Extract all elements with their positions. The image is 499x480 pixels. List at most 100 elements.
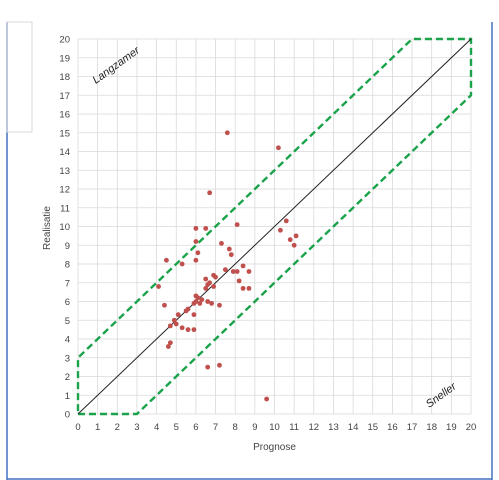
data-point [183, 308, 189, 314]
y-tick-label: 7 [65, 278, 70, 289]
data-point [162, 302, 167, 308]
y-tick-label: 8 [65, 260, 70, 271]
y-tick-label: 3 [65, 353, 70, 364]
data-point [236, 278, 242, 284]
data-point [164, 257, 169, 263]
diagonal-line [77, 38, 472, 415]
data-point [240, 285, 246, 291]
x-tick-label: 8 [233, 422, 238, 433]
x-tick-label: 2 [115, 422, 120, 433]
y-tick-label: 5 [65, 316, 70, 327]
x-tick-label: 16 [387, 422, 398, 433]
x-tick-label: 20 [466, 422, 477, 433]
x-tick-label: 4 [154, 422, 159, 433]
x-tick-label: 1 [95, 422, 100, 433]
y-tick-label: 10 [59, 222, 70, 233]
x-tick-label: 10 [269, 422, 280, 433]
x-tick-label: 6 [193, 422, 198, 433]
data-point [191, 300, 197, 306]
y-tick-label: 1 [65, 391, 70, 402]
y-tick-label: 11 [60, 203, 70, 214]
x-tick-labels: 0 1 2 3 4 5 6 7 8 9 10 11 12 13 14 15 16 17 18 19 20 [75, 422, 476, 433]
data-point [246, 285, 252, 291]
data-point [217, 302, 222, 308]
data-point [175, 312, 181, 318]
x-tick-label: 0 [75, 422, 80, 433]
x-tick-label: 7 [213, 422, 218, 433]
data-point [165, 344, 171, 349]
data-point [179, 261, 185, 267]
x-tick-label: 5 [174, 422, 179, 433]
data-point [234, 269, 240, 274]
y-tick-label: 4 [65, 335, 70, 346]
data-point [219, 240, 224, 246]
data-point [277, 227, 283, 233]
y-tick-label: 13 [59, 166, 70, 177]
x-tick-label: 19 [446, 422, 457, 433]
data-point [276, 145, 281, 151]
y-tick-label: 12 [59, 185, 70, 196]
data-point [228, 252, 234, 258]
data-point [234, 222, 240, 228]
x-axis-title: Prognose [253, 442, 296, 453]
data-point [230, 269, 236, 274]
data-point [283, 218, 289, 224]
data-point [293, 233, 299, 239]
data-points [156, 130, 299, 402]
data-point [209, 300, 215, 306]
data-point [203, 225, 209, 231]
data-point [205, 364, 211, 370]
data-point [156, 284, 161, 289]
data-point [191, 327, 197, 333]
y-axis-title: Realisatie [42, 206, 53, 250]
data-point [173, 321, 179, 327]
y-tick-label: 19 [59, 53, 70, 64]
data-point [197, 300, 203, 306]
y-tick-label: 6 [65, 297, 70, 308]
y-tick-label: 20 [59, 35, 70, 46]
y-tick-label: 9 [65, 241, 70, 252]
data-point [224, 130, 230, 136]
y-tick-label: 15 [59, 128, 70, 139]
data-point [264, 396, 270, 402]
data-point [203, 276, 209, 282]
y-tick-label: 14 [59, 147, 70, 158]
data-point [205, 282, 211, 288]
data-point [222, 267, 228, 273]
data-point [193, 239, 199, 244]
data-point [291, 242, 297, 248]
x-tick-label: 17 [407, 422, 418, 433]
y-tick-label: 16 [59, 110, 70, 121]
x-tick-label: 14 [348, 422, 359, 433]
x-tick-label: 18 [426, 422, 437, 433]
data-point [199, 297, 205, 303]
data-point [191, 312, 197, 318]
data-point [217, 362, 222, 368]
data-point [193, 225, 199, 231]
data-point [226, 246, 232, 252]
x-tick-label: 12 [309, 422, 320, 433]
data-point [211, 284, 216, 289]
data-point [287, 237, 293, 243]
data-point [185, 327, 191, 333]
y-tick-label: 0 [65, 410, 70, 421]
y-tick-label: 18 [59, 72, 70, 83]
x-tick-label: 15 [367, 422, 378, 433]
y-tick-label: 2 [65, 372, 70, 383]
data-point [167, 340, 173, 346]
data-point [171, 317, 177, 323]
reference-line [77, 38, 472, 415]
panel-edge [6, 21, 33, 133]
data-point [167, 323, 173, 329]
x-tick-label: 9 [252, 422, 257, 433]
x-tick-label: 13 [328, 422, 339, 433]
data-point [179, 325, 185, 331]
data-point [213, 274, 218, 280]
data-point [195, 250, 201, 256]
data-point [195, 295, 201, 301]
data-point [205, 299, 211, 304]
y-tick-label: 17 [59, 91, 70, 102]
